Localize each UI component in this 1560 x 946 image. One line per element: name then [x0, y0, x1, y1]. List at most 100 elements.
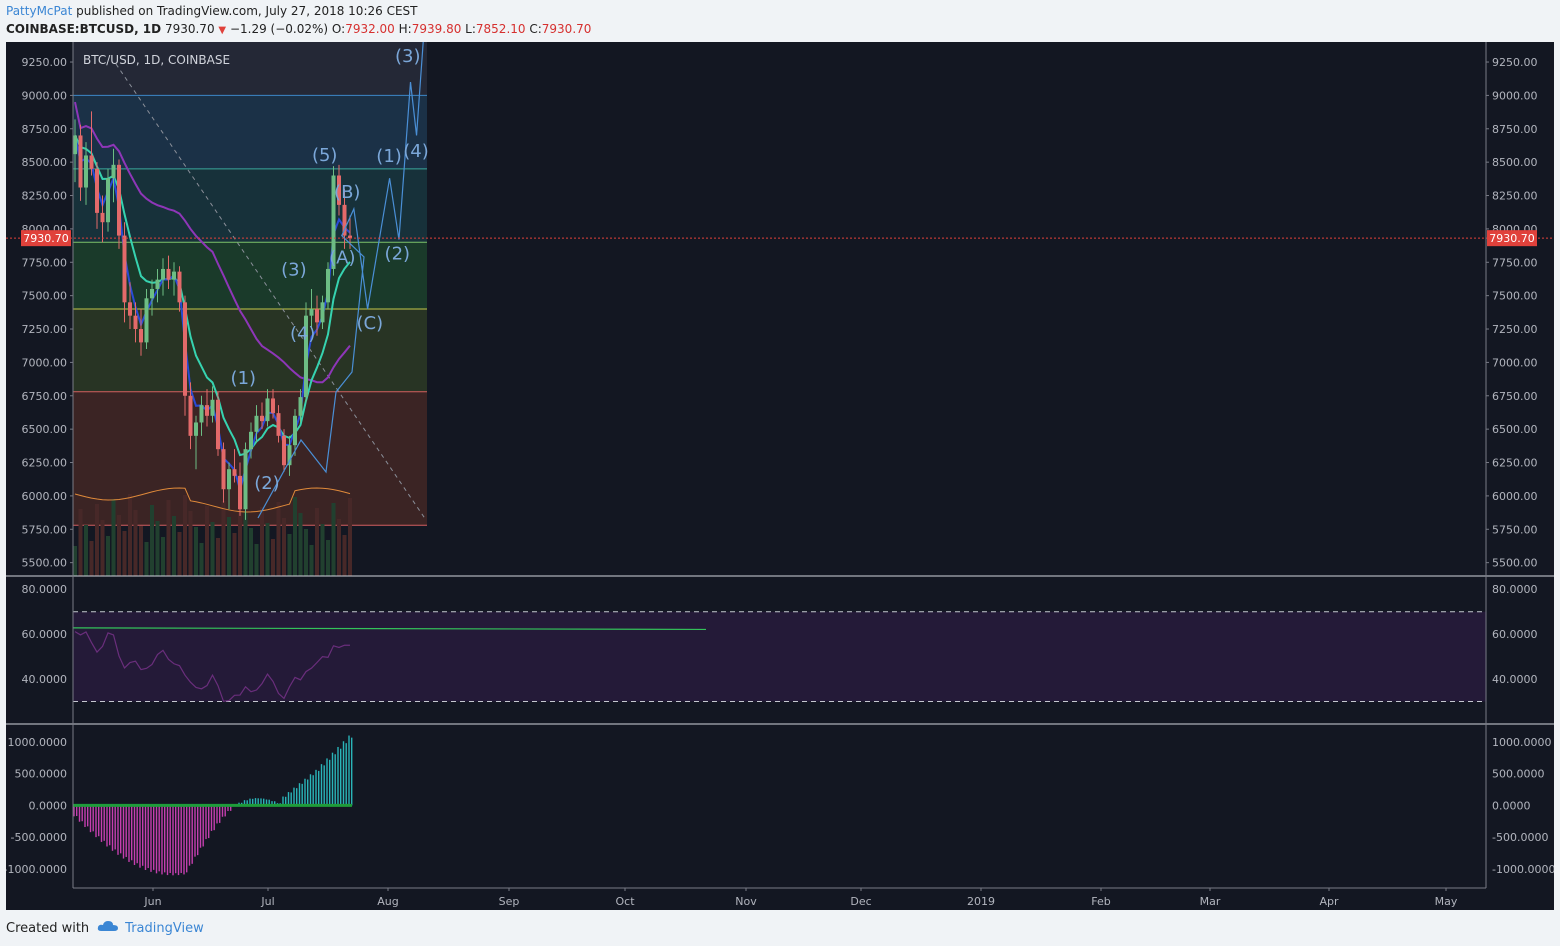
chart-area[interactable]: (1) (2) (3) (4) (5) (A) (B) (C) (2) (1) (3) (4) 925…: [6, 42, 1554, 910]
candle-body: [304, 315, 308, 398]
volume-bar: [73, 546, 77, 576]
volume-bar: [117, 515, 121, 576]
price-tick-right: 7500.00: [1492, 290, 1538, 303]
price-tick-left: 8500.00: [22, 156, 68, 169]
volume-bar: [238, 496, 242, 576]
candle-body: [161, 268, 165, 280]
volume-bar: [177, 532, 182, 576]
candle-body: [216, 399, 220, 450]
time-tick-label: Jul: [260, 895, 274, 908]
volume-bar: [95, 504, 99, 576]
candle-body: [265, 398, 270, 422]
tradingview-link[interactable]: TradingView: [125, 920, 204, 936]
volume-bar: [320, 524, 325, 576]
fib-band: [73, 168, 427, 243]
price-pane[interactable]: (1) (2) (3) (4) (5) (A) (B) (C) (2) (1) (3) (4): [6, 42, 1554, 576]
ticker-line: COINBASE:BTCUSD, 1D 7930.70 ▼ −1.29 (−0.…: [6, 22, 591, 36]
high-value: 7939.80: [411, 22, 462, 36]
volume-bar: [337, 519, 341, 576]
volume-bar: [254, 544, 259, 576]
price-tick-left: 6000.00: [22, 490, 68, 503]
volume-bar: [271, 539, 275, 576]
candle-body: [221, 449, 226, 490]
price-tick-left: 6500.00: [22, 423, 68, 436]
time-tick-label: Feb: [1091, 895, 1110, 908]
volume-bar: [309, 545, 314, 576]
price-tick-left: 7500.00: [22, 290, 68, 303]
volume-bar: [342, 535, 347, 576]
fib-band: [73, 95, 427, 169]
volume-bar: [326, 540, 330, 576]
volume-bar: [216, 538, 220, 576]
candle-body: [150, 288, 154, 299]
candle-body: [249, 431, 253, 450]
candle-body: [315, 309, 319, 323]
oscillator-pane[interactable]: [73, 735, 353, 876]
volume-bar: [172, 516, 176, 576]
rsi-line: [74, 631, 351, 702]
time-tick-label: Dec: [850, 895, 871, 908]
time-tick-label: Oct: [615, 895, 635, 908]
volume-bar: [221, 501, 226, 576]
price-badge-label: 7930.70: [1489, 232, 1535, 245]
volume-bar: [210, 522, 215, 576]
wave-label: (1): [231, 368, 257, 389]
candle-body: [84, 155, 88, 188]
price-tick-right: 7250.00: [1492, 323, 1538, 336]
price-tick-left: 8750.00: [22, 123, 68, 136]
candle-body: [122, 235, 127, 303]
price-tick-right: 7750.00: [1492, 256, 1538, 269]
osc-tick-right: 500.0000: [1492, 768, 1545, 781]
price-tick-left: 5500.00: [22, 557, 68, 570]
price-badge: [1487, 230, 1537, 247]
price-tick-left: 7000.00: [22, 356, 68, 369]
candle-body: [260, 415, 264, 422]
volume-bar: [155, 521, 160, 576]
volume-bar: [161, 537, 165, 576]
ticker-last: 7930.70: [164, 22, 215, 36]
candle-body: [106, 178, 110, 223]
published-text: published on TradingView.com, July 27, 2…: [76, 4, 418, 18]
volume-bar: [282, 518, 286, 576]
time-tick-label: Apr: [1319, 895, 1339, 908]
volume-bar: [331, 503, 336, 576]
volume-bar: [348, 498, 352, 576]
price-tick-left: 9000.00: [22, 89, 68, 102]
author-link[interactable]: PattyMcPat: [6, 4, 73, 18]
volume-bar: [298, 513, 303, 576]
wave-label: (C): [356, 313, 383, 334]
candle-body: [172, 271, 176, 280]
candle-body: [194, 422, 198, 436]
rsi-pane[interactable]: [72, 611, 1486, 703]
rsi-tick-right: 40.0000: [1492, 673, 1538, 686]
candle-body: [254, 415, 259, 432]
volume-bar: [315, 508, 319, 576]
candle-body: [320, 302, 325, 323]
volume-bar: [106, 536, 110, 576]
volume-bar: [276, 502, 281, 576]
wave-label: (5): [312, 145, 338, 166]
footer: Created with TradingView: [6, 920, 204, 936]
candle-body: [188, 395, 193, 436]
wave-label: (4): [290, 324, 316, 345]
low-label: L:: [465, 22, 476, 36]
volume-bar: [188, 511, 193, 576]
price-tick-right: 9250.00: [1492, 56, 1538, 69]
candle-body: [331, 175, 336, 269]
candle-body: [183, 302, 187, 396]
fib-band: [73, 242, 427, 309]
wave-label: (3): [281, 260, 307, 281]
high-label: H:: [398, 22, 412, 36]
price-tick-right: 8750.00: [1492, 123, 1538, 136]
volume-bar: [183, 495, 187, 576]
candle-body: [133, 315, 138, 330]
price-badge-label: 7930.70: [23, 232, 69, 245]
volume-bar: [89, 541, 94, 576]
wave-label: (B): [334, 182, 360, 203]
tradingview-logo-icon: [97, 920, 119, 936]
candle-body: [287, 445, 292, 466]
candle-body: [199, 405, 204, 423]
volume-bar: [150, 505, 154, 576]
created-with-text: Created with: [6, 920, 90, 936]
rsi-tick-right: 80.0000: [1492, 583, 1538, 596]
